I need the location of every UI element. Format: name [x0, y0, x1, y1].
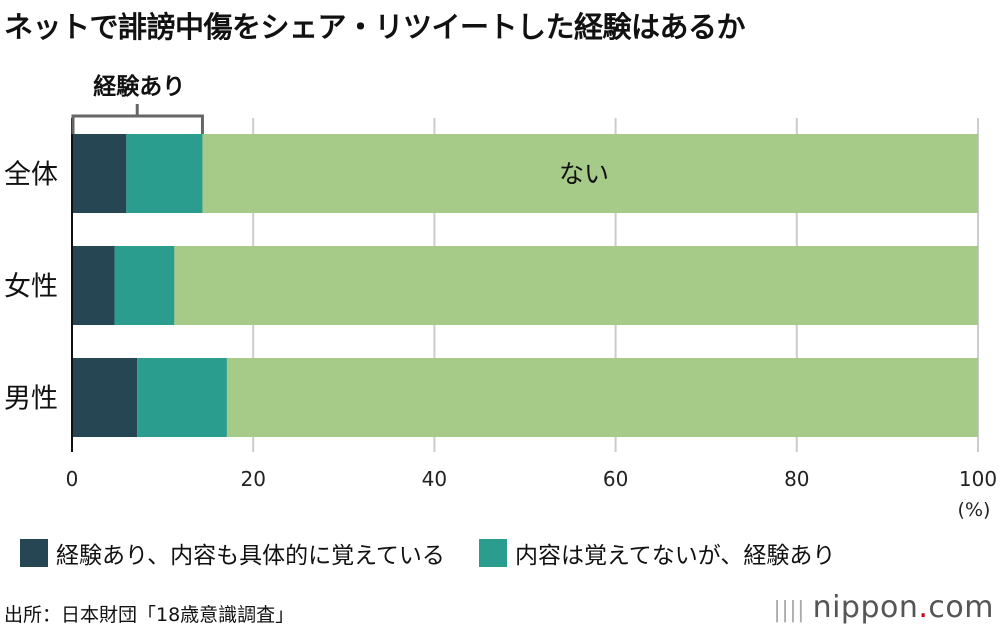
bar-segment [72, 134, 127, 213]
nippon-logo: |||| nippon.com [773, 590, 994, 625]
bracket-label: 経験あり [93, 73, 185, 100]
inbar-label: ない [559, 160, 609, 189]
bar-segment [72, 358, 138, 437]
category-label: 女性 [4, 272, 58, 303]
legend-label-0: 経験あり、内容も具体的に覚えている [56, 543, 445, 569]
x-tick-label: 100 [959, 467, 997, 491]
x-tick-label: 40 [422, 467, 447, 491]
bar-segment [137, 358, 227, 437]
chart-title: ネットで誹謗中傷をシェア・リツイートした経験はあるか [4, 10, 746, 44]
bar-segment [202, 134, 979, 213]
category-label: 男性 [4, 384, 58, 415]
x-unit-label: (%) [958, 499, 991, 521]
bar-segment [126, 134, 203, 213]
x-tick-label: 20 [240, 467, 265, 491]
bar-segment [226, 358, 978, 437]
legend-swatch-1 [478, 539, 507, 567]
x-tick-label: 80 [784, 467, 809, 491]
bracket [71, 114, 204, 134]
legend: 経験あり、内容も具体的に覚えている 内容は覚えてないが、経験あり [20, 536, 835, 570]
x-tick-label: 0 [66, 467, 79, 491]
x-tick-label: 60 [603, 467, 628, 491]
source-note: 出所：日本財団「18歳意識調査」 [4, 604, 295, 626]
category-label: 全体 [4, 160, 58, 191]
bar-segment [72, 246, 115, 325]
legend-swatch-0 [20, 539, 48, 567]
bar-segment [174, 246, 979, 325]
legend-label-1: 内容は覚えてないが、経験あり [514, 543, 836, 569]
bar-segment [114, 246, 175, 325]
